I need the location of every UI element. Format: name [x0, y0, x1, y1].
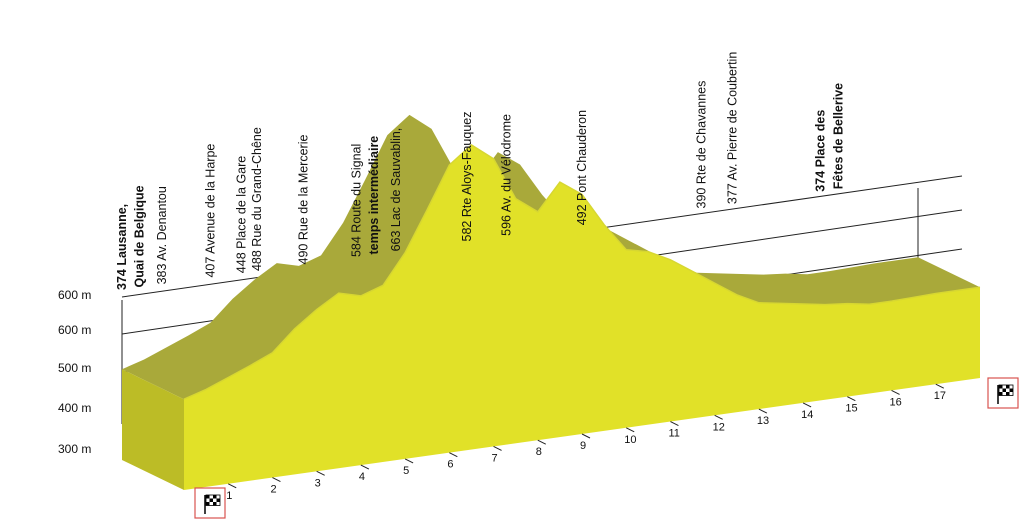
waypoint-label: 383 Av. Denantou — [155, 186, 169, 284]
km-tick-label: 10 — [624, 434, 636, 446]
km-tick — [625, 427, 635, 433]
km-tick — [449, 452, 458, 458]
waypoint-label: 377 Av. Pierre de Coubertin — [725, 52, 739, 204]
waypoint-label: 596 Av. du Vélodrome — [500, 114, 514, 236]
profile-ridge-line — [183, 143, 981, 400]
start-flag-checkered-flag-icon — [194, 487, 226, 519]
waypoint-label: 492 Pont Chauderon — [575, 110, 589, 225]
waypoint-label: 584 Route du Signal — [349, 144, 363, 257]
waypoint-label: 448 Place de la Gare — [234, 156, 248, 273]
waypoint-label: 663 Lac de Sauvablin, — [389, 128, 403, 252]
km-tick-label: 12 — [713, 421, 725, 433]
profile-top-surface — [122, 114, 980, 400]
profile-front-face — [184, 144, 980, 491]
waypoint-label: 490 Rue de la Mercerie — [296, 135, 310, 265]
km-tick — [581, 433, 591, 439]
profile-body — [122, 114, 981, 491]
km-tick — [714, 414, 723, 420]
altitude-tick-label: 500 m — [58, 361, 91, 375]
km-tick — [537, 439, 547, 445]
km-tick-label: 4 — [359, 471, 365, 483]
flags — [194, 377, 1019, 519]
km-tick-label: 14 — [801, 409, 813, 421]
km-tick-label: 15 — [845, 403, 857, 415]
km-tick-label: 13 — [757, 415, 769, 427]
altitude-tick-label: 600 m — [58, 288, 91, 302]
waypoint-label: 374 Place des — [814, 110, 828, 192]
profile-left-side — [122, 369, 184, 490]
km-tick — [891, 389, 900, 395]
altitude-tick-label: 300 m — [58, 442, 91, 456]
waypoint-label: 390 Rte de Chavannes — [694, 81, 708, 209]
km-tick-label: 3 — [315, 477, 321, 489]
altitude-axis-labels: 300 m 400 m 500 m 600 m 600 m — [58, 288, 91, 456]
waypoint-label: 407 Avenue de la Harpe — [203, 144, 217, 278]
km-tick-label: 5 — [403, 465, 409, 477]
km-tick — [758, 408, 768, 414]
altitude-tick-label: 400 m — [58, 401, 91, 415]
km-tick — [360, 464, 370, 470]
finish-flag-checkered-flag-icon — [987, 377, 1019, 409]
km-tick-label: 8 — [536, 446, 542, 458]
waypoint-labels: 374 Lausanne, Quai de Belgique 383 Av. Den… — [115, 52, 845, 290]
km-tick-label: 17 — [934, 390, 946, 402]
km-tick — [404, 458, 414, 464]
waypoint-label: 374 Lausanne, — [115, 204, 129, 290]
km-tick — [493, 445, 502, 451]
km-tick-label: 6 — [447, 459, 453, 471]
km-tick-label: 9 — [580, 440, 586, 452]
km-tick — [316, 470, 325, 476]
km-tick — [802, 402, 812, 408]
waypoint-label: 488 Rue du Grand-Chêne — [250, 127, 264, 271]
waypoint-label: temps intermédiaire — [367, 136, 381, 255]
waypoint-label: Fêtes de Bellerive — [831, 83, 845, 189]
km-tick — [935, 383, 945, 389]
km-tick — [227, 483, 237, 489]
altitude-tick-label: 600 m — [58, 323, 91, 337]
km-tick-label: 16 — [890, 396, 902, 408]
km-tick-label: 1 — [226, 490, 232, 502]
waypoint-label: Quai de Belgique — [133, 185, 147, 287]
km-tick — [272, 477, 281, 483]
km-tick-label: 2 — [270, 484, 276, 496]
km-tick — [670, 421, 679, 427]
waypoint-label: 582 Rte Aloys-Fauquez — [460, 112, 474, 242]
km-tick-label: 11 — [668, 428, 679, 440]
km-tick — [847, 396, 856, 402]
km-tick-label: 7 — [492, 452, 498, 464]
